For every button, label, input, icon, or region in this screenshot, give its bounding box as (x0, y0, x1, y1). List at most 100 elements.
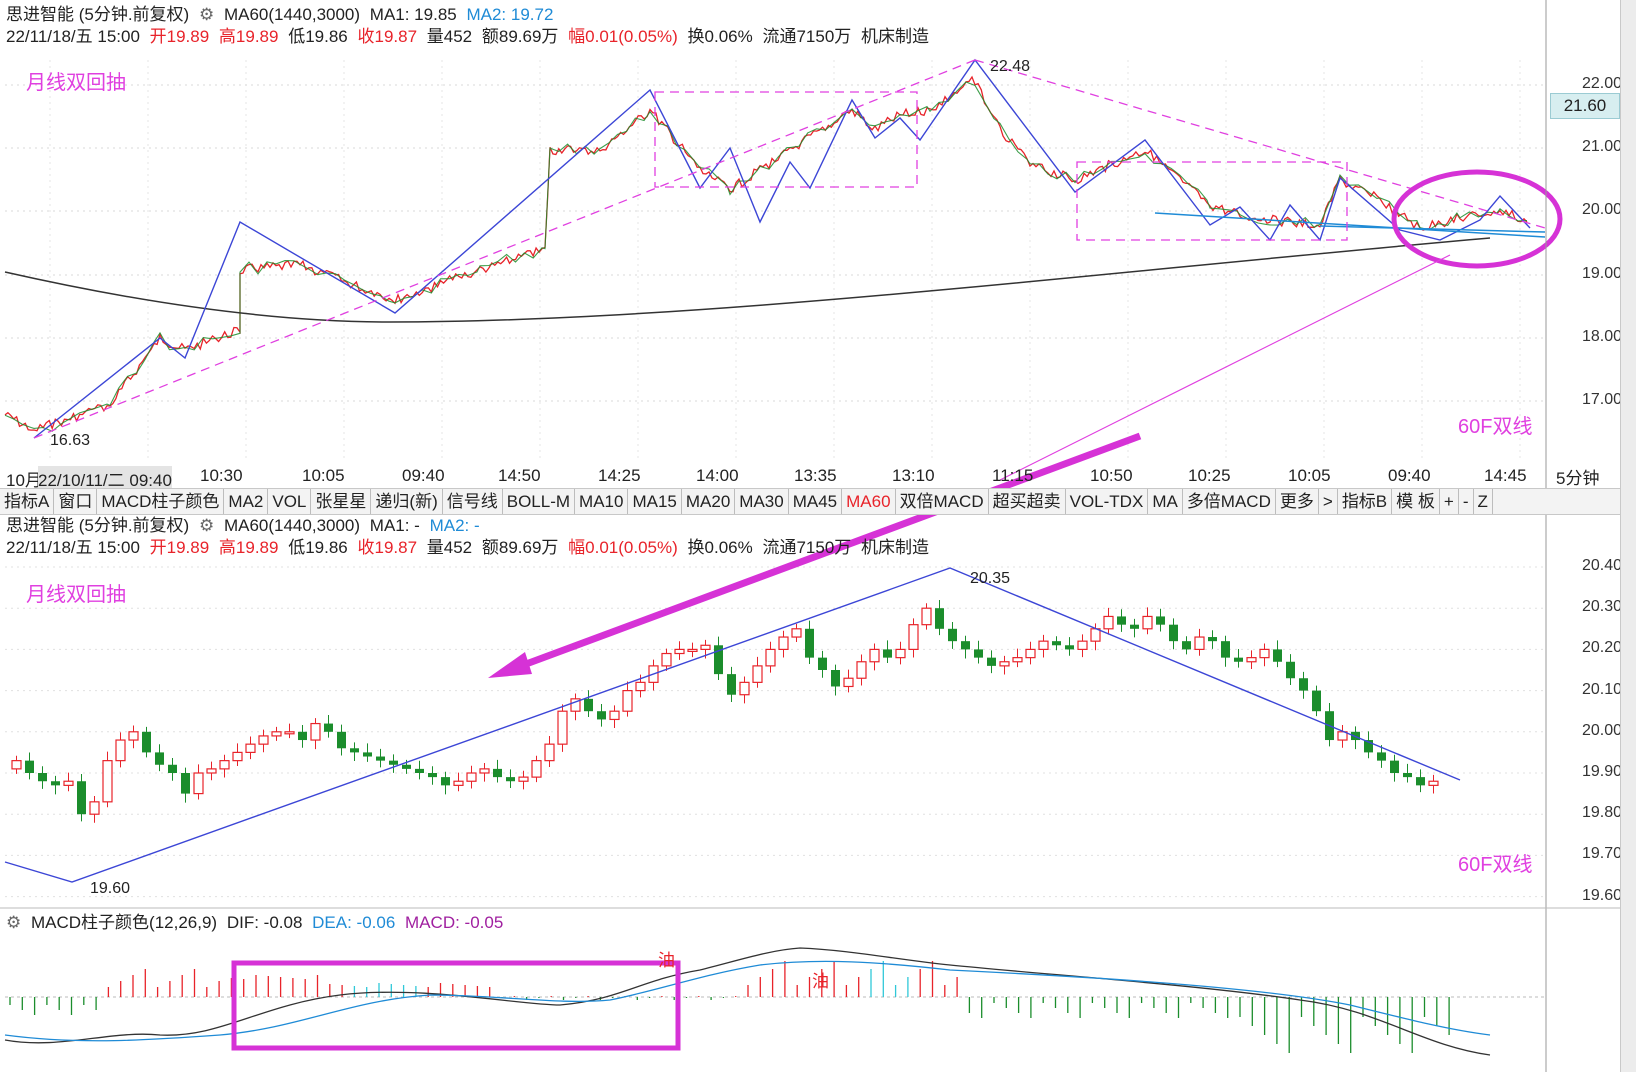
candle-body-down (1052, 641, 1061, 646)
turnover-value: 换0.06% (687, 27, 753, 46)
candle-body-down (1416, 777, 1425, 786)
period-label[interactable]: 5分钟 (1556, 469, 1600, 488)
candle-body-up (284, 731, 295, 735)
top-price-line-green (4, 81, 1528, 432)
float-value: 流通7150万 (762, 538, 852, 557)
candle-body-up (219, 760, 230, 770)
candle-body-up (557, 710, 568, 745)
big-arrow-head (488, 652, 532, 678)
toolbar-tab-递归(新)[interactable]: 递归(新) (371, 489, 443, 514)
candle-body-up (921, 607, 932, 626)
candle-body-up (1142, 615, 1153, 630)
toolbar-tab-更多[interactable]: 更多 (1276, 489, 1319, 514)
mid-right-note: 60F双线 (1458, 854, 1533, 876)
toolbar-tab-双倍MACD[interactable]: 双倍MACD (896, 489, 989, 514)
toolbar-tab-模 板[interactable]: 模 板 (1392, 489, 1440, 514)
stock-name[interactable]: 思进智能 (5分钟.前复权) (6, 516, 190, 535)
toolbar-tab-Z[interactable]: Z (1474, 489, 1493, 514)
stock-name[interactable]: 思进智能 (5分钟.前复权) (6, 5, 190, 24)
toolbar-tab-信号线[interactable]: 信号线 (443, 489, 503, 514)
toolbar-tab-MA10[interactable]: MA10 (575, 489, 629, 514)
candle-body-down (1377, 752, 1386, 761)
candle-body-down (51, 781, 60, 786)
candle-body-down (389, 760, 398, 765)
top-yaxis-label: 18.00 (1581, 328, 1622, 345)
toolbar-tab-指标A[interactable]: 指标A (0, 489, 55, 514)
candle-body-up (1038, 640, 1049, 650)
date-label: 10月 (6, 471, 42, 490)
candle-body-down (727, 674, 736, 695)
candle-body-up (1103, 615, 1114, 630)
settings-icon[interactable]: ⚙ (198, 516, 215, 535)
toolbar-tab-窗口[interactable]: 窗口 (54, 489, 98, 514)
candle-body-up (310, 722, 321, 741)
macd-dif-line (4, 947, 1491, 1056)
toolbar-tab-+[interactable]: + (1440, 489, 1459, 514)
candle-body-down (428, 773, 437, 778)
macd-highlight-box (231, 960, 681, 1051)
candle-body-down (324, 723, 333, 732)
toolbar-tab-多倍MACD[interactable]: 多倍MACD (1183, 489, 1276, 514)
toolbar-tab-VOL[interactable]: VOL (268, 489, 312, 514)
candle-body-down (818, 657, 827, 670)
toolbar-tab--[interactable]: - (1459, 489, 1474, 514)
candle-body-up (544, 743, 555, 762)
date-label: 11:15 (992, 466, 1034, 485)
candle-body-up (739, 681, 750, 696)
mid-info-line1: 思进智能 (5分钟.前复权) ⚙ MA60(1440,3000) MA1: - … (6, 515, 485, 537)
toolbar-tab-MA2[interactable]: MA2 (224, 489, 269, 514)
candle-body-down (350, 748, 359, 753)
candle-body-down (1364, 740, 1373, 753)
date-label: 09:40 (402, 466, 445, 485)
candle-body-up (869, 648, 880, 663)
mid-yaxis-label: 20.20 (1581, 639, 1622, 657)
candle-body-up (1259, 648, 1270, 659)
candle-body-up (1428, 780, 1439, 786)
candle-body-up (271, 731, 282, 737)
candle-body-up (63, 780, 74, 786)
candle-body-down (506, 777, 515, 782)
top-yaxis-label: 19.00 (1581, 265, 1622, 282)
toolbar-tab-MA20[interactable]: MA20 (682, 489, 736, 514)
highlight-ellipse (1391, 169, 1563, 269)
candle-body-down (493, 768, 502, 778)
toolbar-tab-MA45[interactable]: MA45 (789, 489, 843, 514)
toolbar-tab-MA15[interactable]: MA15 (628, 489, 682, 514)
date-label: 09:40 (1388, 466, 1431, 485)
toolbar-tab-指标B[interactable]: 指标B (1338, 489, 1393, 514)
right-scroll-panel[interactable] (1620, 0, 1636, 1072)
ma60-curve (4, 237, 1491, 323)
zigzag-wave-line (33, 58, 1531, 439)
mid-grid (5, 566, 1546, 898)
toolbar-tab-MA60[interactable]: MA60 (842, 489, 896, 514)
candle-body-up (102, 760, 113, 803)
macd-title: MACD柱子颜色(12,26,9) (30, 913, 218, 932)
date-label: 10:05 (1288, 466, 1331, 485)
candle-body-up (11, 760, 22, 770)
toolbar-tab-MA30[interactable]: MA30 (735, 489, 789, 514)
toolbar-tab-BOLL-M[interactable]: BOLL-M (503, 489, 576, 514)
toolbar-tab-VOL-TDX[interactable]: VOL-TDX (1066, 489, 1149, 514)
toolbar-tab-MACD柱子颜色[interactable]: MACD柱子颜色 (97, 489, 225, 514)
candle-body-down (1234, 657, 1243, 662)
close-value: 收19.87 (357, 538, 418, 557)
top-yaxis-label: 17.00 (1581, 391, 1622, 408)
ma1-label: MA1: 19.85 (369, 5, 457, 24)
toolbar-tab-MA[interactable]: MA (1148, 489, 1183, 514)
candle-body-up (89, 801, 100, 815)
candle-body-down (1169, 624, 1178, 642)
date-axis: 10月 22/10/11/二 09:40 10:30 10:05 09:40 1… (0, 464, 1540, 491)
candle-body-down (25, 760, 34, 773)
mid-yaxis-label: 20.10 (1581, 680, 1622, 698)
toolbar-tab-张星星[interactable]: 张星星 (311, 489, 372, 514)
settings-icon[interactable]: ⚙ (198, 5, 215, 24)
toolbar-tab-超买超卖[interactable]: 超买超卖 (989, 489, 1066, 514)
macd-settings-icon[interactable]: ⚙ (6, 913, 22, 932)
amount-value: 额89.69万 (481, 538, 559, 557)
toolbar-tab->[interactable]: > (1319, 489, 1338, 514)
candle-body-up (518, 776, 529, 782)
candle-body-down (1065, 645, 1074, 650)
top-yaxis-label: 20.00 (1581, 201, 1622, 218)
candle-body-down (1221, 641, 1230, 658)
